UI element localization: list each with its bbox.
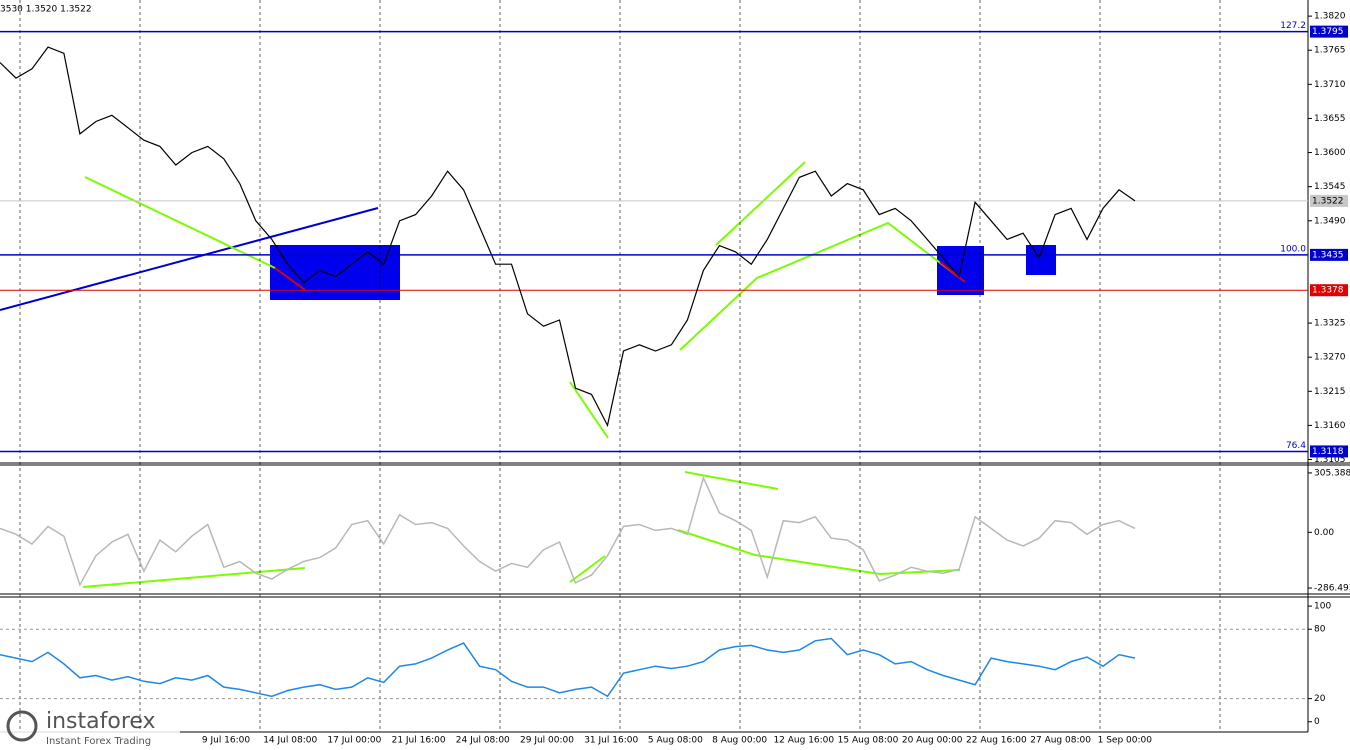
wave-line — [679, 221, 961, 351]
wave-line — [715, 161, 806, 246]
x-tick-label: 24 Jul 08:00 — [456, 736, 510, 746]
price-tag-label: 1.3435 — [1312, 250, 1344, 260]
divergence-line — [569, 555, 606, 583]
x-tick-label: 27 Aug 08:00 — [1030, 736, 1091, 746]
x-tick-label: 9 Jul 16:00 — [202, 736, 251, 746]
y-tick-label: 305.3886 — [1314, 468, 1350, 478]
series-line — [0, 475, 1136, 587]
divergence-line — [684, 471, 779, 490]
price-tag — [1310, 248, 1348, 261]
series-line — [0, 46, 1136, 428]
header: 3530 1.3520 1.3522 — [0, 5, 92, 15]
y-tick-label: 1.3490 — [1314, 216, 1346, 226]
price-tag — [1310, 25, 1348, 38]
watermark-logo — [6, 710, 38, 742]
y-tick-label: 1.3710 — [1314, 80, 1346, 90]
watermark-bg — [0, 704, 180, 750]
zone — [1026, 245, 1056, 275]
y-tick-label: 1.3325 — [1314, 319, 1346, 329]
y-tick-label: 1.3655 — [1314, 114, 1346, 124]
y-tick-label: 1.3105 — [1314, 455, 1346, 465]
annotations — [0, 161, 1056, 588]
watermark-brand: instaforex — [46, 709, 156, 734]
divergence-line — [82, 567, 306, 588]
series-line — [0, 637, 1136, 698]
price-tag — [1310, 194, 1348, 207]
x-tick-label: 14 Jul 08:00 — [263, 736, 317, 746]
x-tick-label: 15 Aug 08:00 — [838, 736, 899, 746]
y-tick-label: 1.3215 — [1314, 387, 1346, 397]
trend-line — [0, 207, 379, 311]
price-tag-label: 1.3378 — [1312, 286, 1344, 296]
x-tick-label: 17 Jul 00:00 — [327, 736, 381, 746]
y-tick-label: 0.00 — [1314, 528, 1334, 538]
price-tag-label: 1.3795 — [1312, 27, 1344, 37]
price-tag — [1310, 445, 1348, 458]
fib-label: 76.4 — [1286, 441, 1306, 451]
x-tick-label: 31 Jul 16:00 — [584, 736, 638, 746]
x-tick-label: 12 Aug 16:00 — [773, 736, 834, 746]
y-tick-label: 20 — [1314, 694, 1326, 704]
divergence-line — [677, 529, 961, 576]
y-tick-label: 1.3270 — [1314, 353, 1346, 363]
y-tick-label: 80 — [1314, 625, 1326, 635]
x-tick-label: 1 Sep 00:00 — [1098, 736, 1153, 746]
y-tick-label: 1.3765 — [1314, 46, 1346, 56]
fib-label: 127.2 — [1280, 21, 1306, 31]
y-tick-label: 1.3545 — [1314, 182, 1346, 192]
wave-line — [84, 176, 276, 269]
watermark-tagline: Instant Forex Trading — [46, 736, 151, 747]
x-tick-label: 21 Jul 16:00 — [392, 736, 446, 746]
x-tick-label: 22 Aug 16:00 — [966, 736, 1027, 746]
price-tag-label: 1.3522 — [1312, 196, 1344, 206]
x-tick-label: 20 Aug 00:00 — [902, 736, 963, 746]
y-tick-label: 1.3160 — [1314, 421, 1346, 431]
y-tick-label: -286.493 — [1314, 584, 1350, 594]
x-tick-label: 5 Aug 08:00 — [648, 736, 703, 746]
separators — [0, 0, 1350, 733]
x-tick-label: 8 Aug 00:00 — [712, 736, 767, 746]
wave-line — [569, 381, 609, 439]
wave-line — [274, 267, 306, 291]
x-tick-label: 29 Jul 00:00 — [520, 736, 574, 746]
price-tag — [1310, 284, 1348, 297]
wave-line — [939, 261, 966, 283]
price-tag-label: 1.3118 — [1312, 447, 1344, 457]
fib-label: 100.0 — [1280, 244, 1306, 254]
y-tick-label: 1.3820 — [1314, 12, 1346, 22]
zone — [270, 245, 400, 300]
y-tick-label: 100 — [1314, 602, 1331, 612]
y-tick-label: 1.3600 — [1314, 148, 1346, 158]
y-tick-label: 0 — [1314, 717, 1320, 727]
